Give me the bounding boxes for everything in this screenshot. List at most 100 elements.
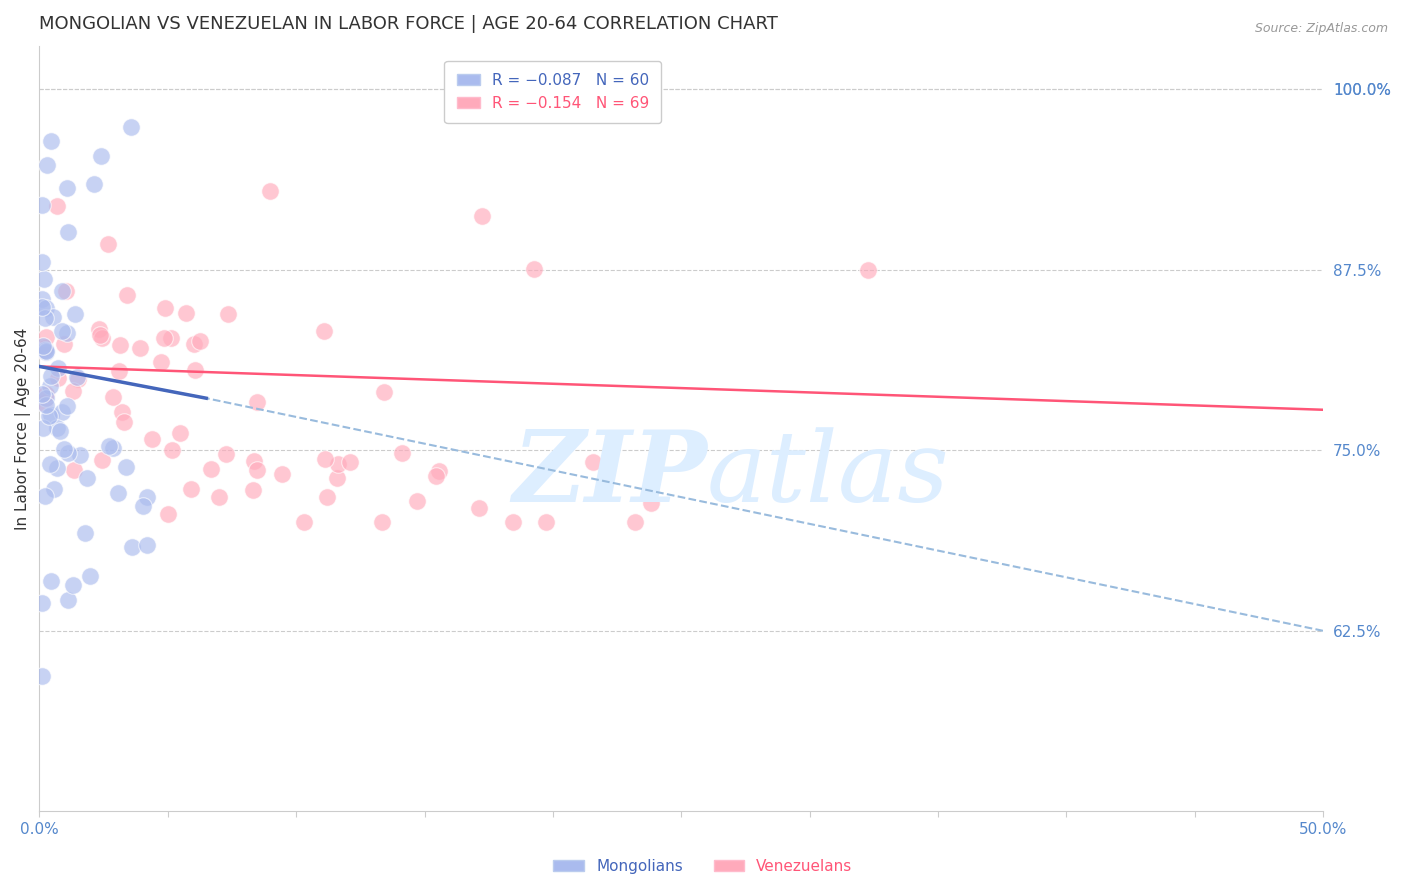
- Point: [856, 262, 879, 277]
- Point: [39, 368, 62, 383]
- Point: [150, 355, 173, 369]
- Point: [39, 458, 62, 472]
- Point: [83, 177, 105, 191]
- Point: [75, 525, 97, 540]
- Text: atlas: atlas: [707, 427, 949, 522]
- Point: [55, 284, 77, 298]
- Point: [215, 447, 238, 461]
- Point: [326, 457, 349, 471]
- Point: [34, 342, 56, 356]
- Point: [314, 451, 336, 466]
- Point: [242, 483, 264, 497]
- Point: [183, 336, 205, 351]
- Point: [63, 307, 86, 321]
- Point: [34, 343, 56, 357]
- Y-axis label: In Labor Force | Age 20-64: In Labor Force | Age 20-64: [15, 327, 31, 530]
- Text: ZIP: ZIP: [512, 426, 707, 523]
- Point: [39, 574, 62, 589]
- Point: [87, 322, 110, 336]
- Point: [52, 442, 75, 457]
- Point: [52, 337, 75, 351]
- Point: [56, 592, 79, 607]
- Point: [31, 198, 53, 212]
- Point: [51, 404, 73, 418]
- Point: [31, 596, 53, 610]
- Point: [79, 569, 101, 583]
- Point: [56, 326, 79, 340]
- Point: [35, 330, 58, 344]
- Point: [153, 301, 176, 315]
- Point: [35, 158, 58, 172]
- Legend: R = −0.087   N = 60, R = −0.154   N = 69: R = −0.087 N = 60, R = −0.154 N = 69: [444, 61, 661, 123]
- Point: [108, 338, 131, 352]
- Point: [246, 463, 269, 477]
- Point: [180, 482, 202, 496]
- Point: [108, 364, 131, 378]
- Point: [153, 331, 176, 345]
- Point: [34, 301, 56, 315]
- Point: [38, 409, 60, 424]
- Point: [32, 272, 55, 286]
- Point: [31, 386, 53, 401]
- Point: [111, 405, 134, 419]
- Point: [56, 446, 79, 460]
- Point: [246, 395, 269, 409]
- Point: [76, 471, 98, 485]
- Point: [207, 490, 229, 504]
- Point: [132, 499, 155, 513]
- Point: [39, 409, 62, 423]
- Point: [51, 284, 73, 298]
- Point: [292, 516, 315, 530]
- Point: [136, 538, 159, 552]
- Point: [31, 254, 53, 268]
- Point: [51, 324, 73, 338]
- Point: [39, 379, 62, 393]
- Point: [107, 486, 129, 500]
- Point: [316, 491, 339, 505]
- Point: [90, 149, 112, 163]
- Point: [502, 516, 524, 530]
- Point: [188, 334, 211, 348]
- Point: [42, 483, 65, 497]
- Point: [91, 453, 114, 467]
- Point: [523, 262, 546, 277]
- Point: [405, 493, 427, 508]
- Point: [114, 460, 136, 475]
- Point: [536, 516, 558, 530]
- Point: [56, 399, 79, 413]
- Point: [391, 446, 413, 460]
- Text: Source: ZipAtlas.com: Source: ZipAtlas.com: [1254, 22, 1388, 36]
- Point: [429, 464, 451, 478]
- Point: [45, 460, 67, 475]
- Point: [326, 471, 349, 485]
- Point: [141, 432, 163, 446]
- Point: [31, 339, 53, 353]
- Point: [174, 306, 197, 320]
- Point: [425, 469, 447, 483]
- Point: [31, 292, 53, 306]
- Point: [46, 371, 69, 385]
- Point: [89, 327, 111, 342]
- Point: [35, 398, 58, 412]
- Point: [200, 462, 222, 476]
- Point: [121, 540, 143, 554]
- Point: [243, 453, 266, 467]
- Point: [339, 455, 361, 469]
- Point: [56, 180, 79, 194]
- Point: [34, 391, 56, 405]
- Point: [97, 237, 120, 252]
- Point: [49, 424, 72, 438]
- Point: [217, 307, 239, 321]
- Point: [32, 421, 55, 435]
- Point: [31, 300, 53, 314]
- Point: [34, 395, 56, 409]
- Point: [624, 516, 647, 530]
- Point: [34, 489, 56, 503]
- Point: [66, 370, 89, 384]
- Point: [581, 455, 603, 469]
- Point: [169, 426, 191, 441]
- Point: [97, 439, 120, 453]
- Point: [103, 391, 125, 405]
- Point: [46, 360, 69, 375]
- Point: [42, 310, 65, 324]
